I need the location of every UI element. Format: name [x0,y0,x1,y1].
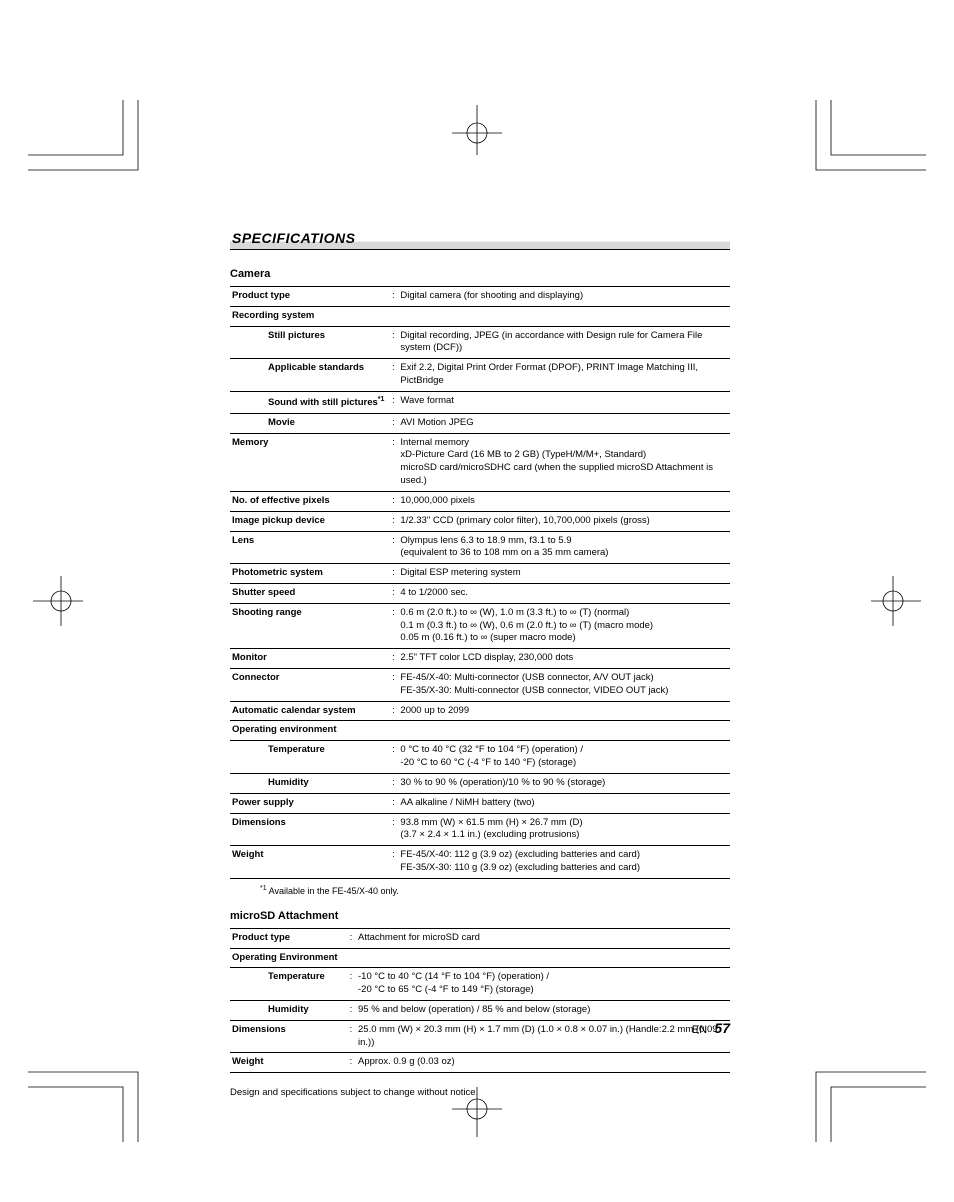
row-ms-weight: Weight : Approx. 0.9 g (0.03 oz) [230,1053,730,1073]
crop-mark-br [806,1052,926,1142]
row-still-pictures: Still pictures : Digital recording, JPEG… [230,326,730,359]
footnote: *1 Available in the FE-45/X-40 only. [260,885,730,896]
section-title-wrap: SPECIFICATIONS [230,230,730,250]
row-product-type: Product type : Digital camera (for shoot… [230,287,730,307]
row-shooting-range: Shooting range : 0.6 m (2.0 ft.) to ∞ (W… [230,603,730,648]
row-sound-with-still: Sound with still pictures*1 : Wave forma… [230,391,730,413]
row-connector: Connector : FE-45/X-40: Multi-connector … [230,669,730,702]
section-title: SPECIFICATIONS [230,230,730,250]
row-ms-humidity: Humidity : 95 % and below (operation) / … [230,1001,730,1021]
page-lang: EN [692,1024,707,1036]
row-ms-temperature: Temperature : -10 °C to 40 °C (14 °F to … [230,968,730,1001]
row-power: Power supply : AA alkaline / NiMH batter… [230,793,730,813]
row-lens: Lens : Olympus lens 6.3 to 18.9 mm, f3.1… [230,531,730,564]
design-note: Design and specifications subject to cha… [230,1087,730,1098]
row-recording-system: Recording system [230,306,730,326]
page-number: 57 [714,1020,730,1036]
crop-mark-tl [28,100,148,190]
row-operating-env: Operating environment [230,721,730,741]
row-calendar: Automatic calendar system : 2000 up to 2… [230,701,730,721]
row-applicable-standards: Applicable standards : Exif 2.2, Digital… [230,359,730,392]
row-ms-dimensions: Dimensions : 25.0 mm (W) × 20.3 mm (H) ×… [230,1020,730,1053]
register-mark-top [442,105,512,155]
row-effective-pixels: No. of effective pixels : 10,000,000 pix… [230,491,730,511]
label-sound-with-still: Sound with still pictures*1 [266,391,388,413]
register-mark-right [871,566,921,636]
row-memory: Memory : Internal memory xD-Picture Card… [230,433,730,491]
microsd-heading: microSD Attachment [230,910,730,922]
row-humidity: Humidity : 30 % to 90 % (operation)/10 %… [230,773,730,793]
row-monitor: Monitor : 2.5" TFT color LCD display, 23… [230,649,730,669]
row-image-pickup: Image pickup device : 1/2.33" CCD (prima… [230,511,730,531]
row-ms-operating-env: Operating Environment [230,948,730,968]
row-movie: Movie : AVI Motion JPEG [230,413,730,433]
row-temperature: Temperature : 0 °C to 40 °C (32 °F to 10… [230,741,730,774]
row-ms-product-type: Product type : Attachment for microSD ca… [230,928,730,948]
page-body: SPECIFICATIONS Camera Product type : Dig… [230,230,730,1098]
row-weight: Weight : FE-45/X-40: 112 g (3.9 oz) (exc… [230,846,730,879]
row-photometric: Photometric system : Digital ESP meterin… [230,564,730,584]
page-footer: EN 57 [692,1020,730,1036]
register-mark-left [33,566,83,636]
camera-heading: Camera [230,268,730,280]
microsd-spec-table: Product type : Attachment for microSD ca… [230,928,730,1074]
row-shutter: Shutter speed : 4 to 1/2000 sec. [230,583,730,603]
row-dimensions: Dimensions : 93.8 mm (W) × 61.5 mm (H) ×… [230,813,730,846]
crop-mark-bl [28,1052,148,1142]
camera-spec-table: Product type : Digital camera (for shoot… [230,286,730,879]
crop-mark-tr [806,100,926,190]
